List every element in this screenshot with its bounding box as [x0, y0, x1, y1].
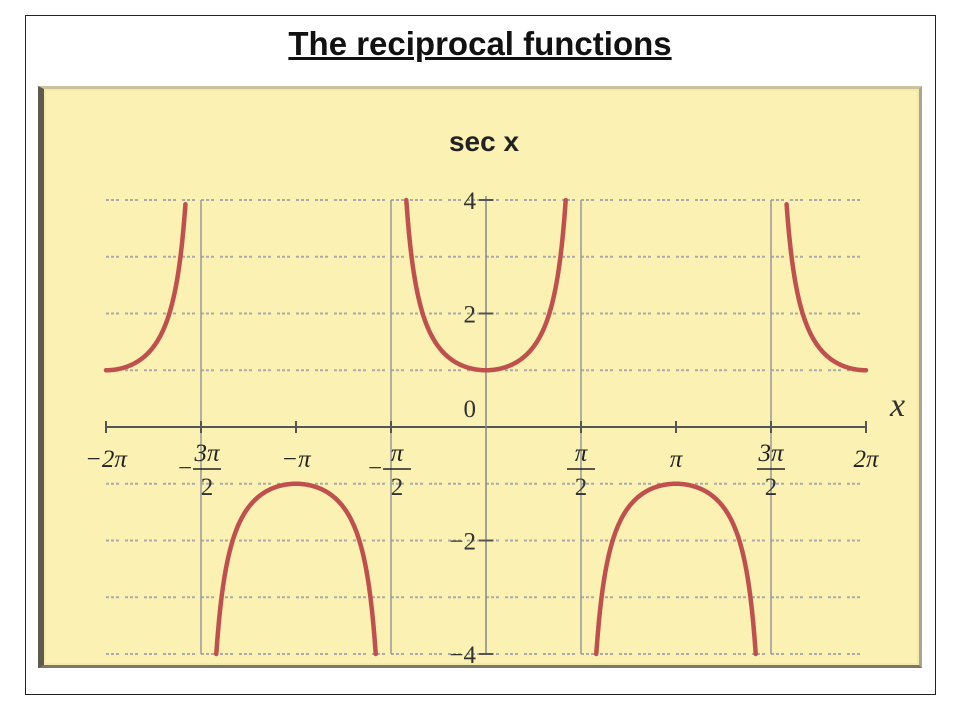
slide-title: The reciprocal functions: [288, 25, 672, 62]
sec-curve-branch-5: [784, 202, 869, 373]
x-tick-label-denominator: 2: [575, 474, 588, 501]
x-tick-label-numerator: π: [575, 440, 589, 467]
sec-curve-branch-3: [404, 197, 568, 373]
x-tick-label: −π: [281, 446, 312, 473]
x-tick-label-denominator: 2: [765, 474, 778, 501]
y-tick-label: 0: [464, 396, 477, 423]
x-tick-label-numerator: 3π: [193, 440, 221, 467]
x-tick-label: 2π: [853, 446, 880, 473]
chart-panel: −2π 3π 2− −π π 2− π 2 π 3π 2 2π 4 2 0 −2 −4 sec x x: [38, 86, 922, 668]
y-tick-label: 2: [464, 302, 477, 329]
x-tick-label: π: [670, 446, 684, 473]
y-tick-label: 4: [464, 188, 477, 215]
x-tick-label-denominator: 2: [391, 474, 404, 501]
x-tick-label-numerator: 3π: [757, 440, 785, 467]
x-tick-label-sign: −: [178, 455, 192, 482]
curve-layer: [103, 197, 869, 657]
sec-curve-branch-2: [214, 481, 378, 657]
sec-curve-branch-1: [103, 202, 188, 373]
x-tick-label-denominator: 2: [201, 474, 214, 501]
x-tick-label: −2π: [85, 446, 128, 473]
y-tick-label: −4: [449, 642, 476, 665]
chart-title: sec x: [449, 126, 519, 157]
x-tick-label-sign: −: [368, 455, 382, 482]
sec-curve-branch-4: [594, 481, 758, 657]
x-tick-label-numerator: π: [391, 440, 405, 467]
x-axis-label: x: [889, 387, 905, 424]
y-tick-label: −2: [449, 529, 476, 556]
axis-layer: [105, 196, 867, 655]
